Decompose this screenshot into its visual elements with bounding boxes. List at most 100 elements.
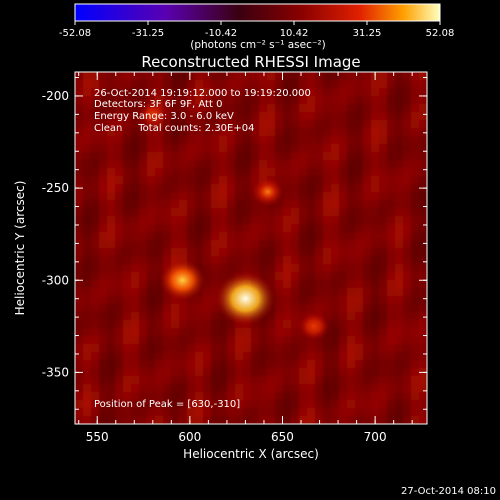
heatmap-cell [379,400,387,408]
heatmap-cell [403,400,411,408]
heatmap-cell [91,120,99,128]
heatmap-cell [299,120,307,128]
heatmap-cell [91,160,99,168]
heatmap-cell [219,328,227,336]
heatmap-cell [123,184,131,192]
heatmap-cell [187,328,195,336]
heatmap-cell [187,344,195,352]
heatmap-cell [171,144,179,152]
heatmap-cell [355,296,363,304]
heatmap-cell [307,264,315,272]
heatmap-cell [155,304,163,312]
heatmap-cell [155,280,163,288]
heatmap-cell [267,216,275,224]
heatmap-cell [371,360,379,368]
heatmap-cell [147,72,155,80]
heatmap-cell [243,120,251,128]
heatmap-cell [235,120,243,128]
heatmap-cell [83,160,91,168]
heatmap-cell [139,240,147,248]
heatmap-cell [267,272,275,280]
heatmap-cell [299,368,307,376]
heatmap-cell [299,176,307,184]
heatmap-cell [267,368,275,376]
heatmap-cell [195,104,203,112]
heatmap-cell [371,112,379,120]
heatmap-cell [259,264,267,272]
heatmap-cell [299,168,307,176]
heatmap-cell [203,368,211,376]
heatmap-cell [219,352,227,360]
heatmap-cell [91,176,99,184]
heatmap-cell [107,360,115,368]
heatmap-cell [299,408,307,416]
heatmap-cell [195,136,203,144]
heatmap-cell [139,416,147,424]
heatmap-cell [387,120,395,128]
heatmap-cell [339,136,347,144]
heatmap-cell [371,136,379,144]
heatmap-cell [403,328,411,336]
heatmap-cell [155,416,163,424]
heatmap-cell [227,320,235,328]
heatmap-cell [163,104,171,112]
heatmap-cell [235,256,243,264]
heatmap-cell [131,256,139,264]
heatmap-cell [107,352,115,360]
heatmap-cell [347,184,355,192]
heatmap-cell [347,120,355,128]
heatmap-cell [275,144,283,152]
heatmap-cell [363,208,371,216]
heatmap-cell [115,216,123,224]
heatmap-cell [155,336,163,344]
heatmap-cell [179,96,187,104]
heatmap-cell [131,104,139,112]
heatmap-cell [403,416,411,424]
heatmap-cell [163,312,171,320]
heatmap-cell [123,360,131,368]
heatmap-cell [331,192,339,200]
heatmap-cell [347,304,355,312]
heatmap-cell [99,144,107,152]
heatmap-cell [339,408,347,416]
heatmap-cell [171,384,179,392]
heatmap-cell [299,376,307,384]
heatmap-cell [355,312,363,320]
heatmap-cell [323,232,331,240]
heatmap-cell [251,240,259,248]
heatmap-cell [219,192,227,200]
heatmap-cell [203,176,211,184]
heatmap-cell [371,304,379,312]
heatmap-cell [91,376,99,384]
heatmap-cell [99,192,107,200]
heatmap-cell [123,232,131,240]
heatmap-cell [331,272,339,280]
heatmap-cell [139,184,147,192]
heatmap-cell [131,120,139,128]
heatmap-cell [219,168,227,176]
heatmap-cell [403,240,411,248]
heatmap-cell [203,256,211,264]
heatmap-cell [227,336,235,344]
heatmap-cell [331,216,339,224]
heatmap-cell [299,392,307,400]
heatmap-cell [315,344,323,352]
heatmap-cell [131,232,139,240]
heatmap-cell [371,312,379,320]
heatmap-cell [339,144,347,152]
heatmap-cell [355,160,363,168]
heatmap-cell [107,288,115,296]
heatmap-cell [379,416,387,424]
heatmap-cell [179,144,187,152]
heatmap-cell [267,128,275,136]
heatmap-cell [299,184,307,192]
heatmap-cell [179,304,187,312]
heatmap-cell [355,176,363,184]
heatmap-cell [115,160,123,168]
heatmap-cell [83,144,91,152]
heatmap-cell [243,336,251,344]
heatmap-cell [363,80,371,88]
heatmap-cell [315,232,323,240]
heatmap-cell [347,152,355,160]
heatmap-cell [395,288,403,296]
